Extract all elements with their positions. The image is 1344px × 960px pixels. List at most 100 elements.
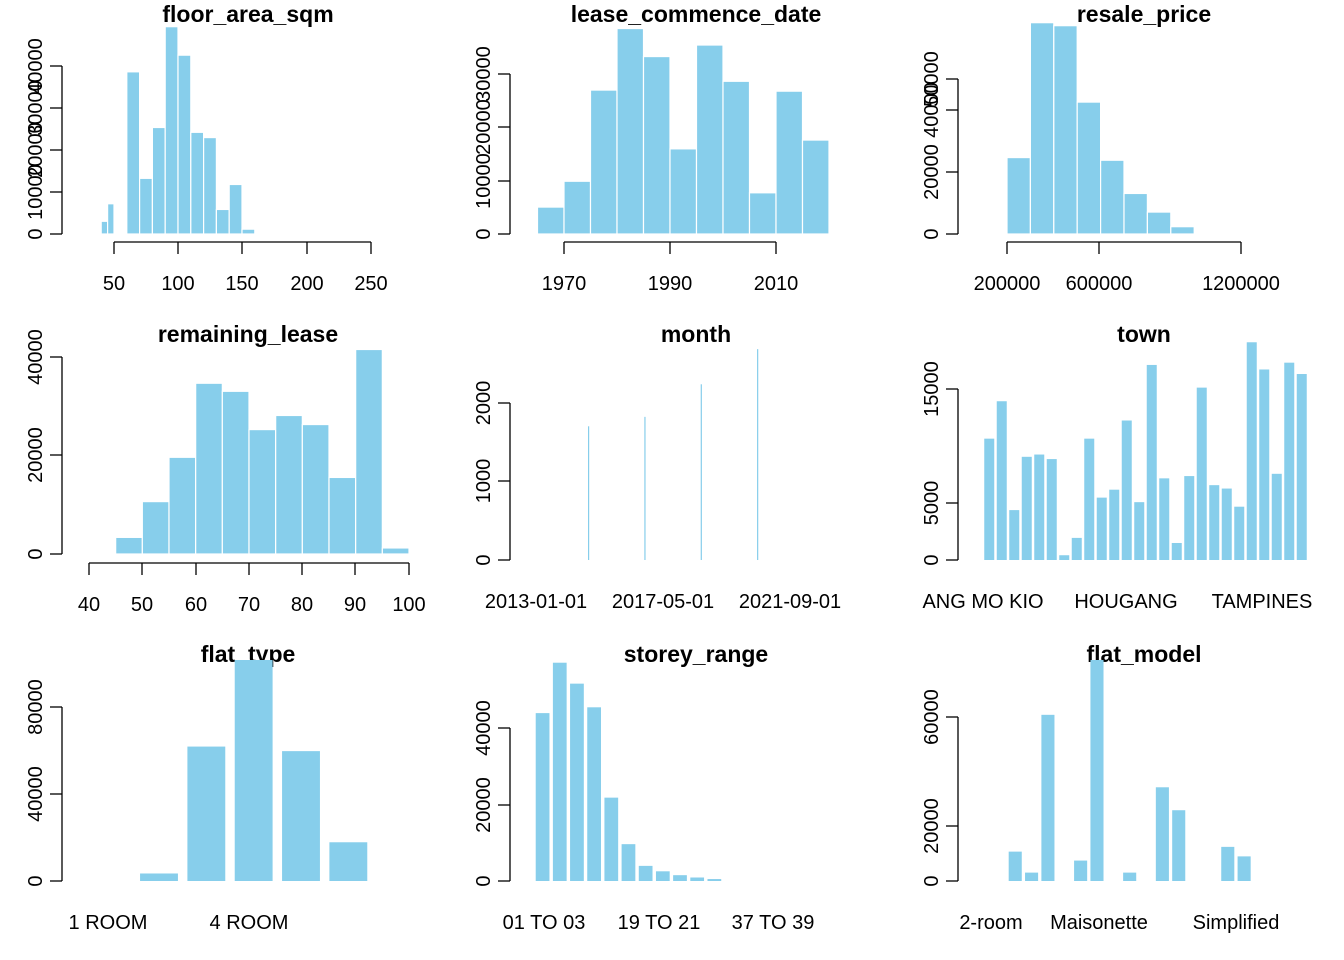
x-tick-label: 600000 (1066, 273, 1133, 295)
histogram-bar (248, 428, 277, 555)
x-tick-label: 60 (185, 594, 207, 616)
x-tick-label: 90 (344, 594, 366, 616)
histogram-bar (139, 177, 154, 235)
histogram-bar (126, 71, 141, 235)
category-bar (1096, 497, 1107, 560)
histogram-bar (328, 476, 357, 555)
x-tick-label: 2-room (959, 912, 1022, 934)
category-bar (690, 877, 705, 881)
category-bar (1034, 454, 1045, 560)
category-bar (1134, 502, 1145, 560)
y-tick-label: 20000 (921, 798, 943, 854)
category-bar (1071, 537, 1082, 560)
category-bar (329, 842, 368, 881)
y-tick-label: 30000 (25, 80, 47, 136)
x-tick-label: 1 ROOM (69, 912, 148, 934)
histogram-bar (301, 423, 330, 555)
histogram-bar (381, 547, 410, 555)
histogram-bar (215, 208, 230, 235)
histogram-bar (722, 80, 751, 235)
histogram-bar (100, 220, 109, 235)
y-tick-label: 80000 (25, 679, 47, 735)
category-bar (1090, 660, 1104, 881)
histogram-bar (141, 501, 170, 555)
histogram-bar (695, 44, 724, 235)
x-tick-label: 2013-01-01 (485, 591, 587, 613)
category-bar (1271, 473, 1282, 560)
category-bar (673, 875, 687, 881)
y-tick-label: 20000 (25, 427, 47, 483)
histogram-bar (168, 456, 197, 555)
category-bar (1234, 506, 1245, 560)
x-tick-label: 50 (131, 594, 153, 616)
x-tick-label: 80 (291, 594, 313, 616)
month-bar (700, 384, 702, 560)
histogram-bar (203, 136, 218, 235)
x-tick-label: 40 (78, 594, 100, 616)
histogram-bar (1170, 226, 1195, 235)
category-bar (1246, 342, 1257, 560)
histogram-bar (106, 203, 115, 235)
category-bar (1237, 856, 1251, 881)
x-tick-label: TAMPINES (1212, 591, 1313, 613)
y-tick-label: 0 (25, 875, 47, 886)
category-bar (234, 660, 273, 881)
x-tick-label: 1970 (542, 273, 587, 295)
category-bar (1221, 488, 1232, 560)
category-bar (1121, 420, 1132, 560)
y-tick-label: 20000 (921, 144, 943, 200)
month-bar (757, 349, 759, 560)
category-bar (638, 865, 653, 881)
category-bar (707, 879, 722, 881)
histogram-bar (177, 54, 192, 235)
x-tick-label: 50 (103, 273, 125, 295)
y-tick-label: 5000 (921, 481, 943, 526)
x-tick-label: 70 (238, 594, 260, 616)
histogram-bar (228, 183, 243, 235)
category-bar (1221, 846, 1235, 881)
histogram-bar (1123, 192, 1148, 235)
category-bar (1046, 459, 1057, 560)
y-tick-label: 50000 (921, 51, 943, 107)
y-tick-label: 0 (473, 554, 495, 565)
y-tick-label: 15000 (921, 361, 943, 417)
histogram-bar (355, 348, 383, 555)
category-bar (1074, 860, 1088, 881)
chart-title: resale_price (1077, 1, 1211, 27)
y-tick-label: 20000 (473, 99, 495, 155)
histogram-bar (1053, 25, 1078, 235)
x-tick-label: Maisonette (1050, 912, 1148, 934)
histogram-bar (241, 228, 256, 235)
chart-panel: flat_model 0 20000 60000 2-room Maisonette Sim… (921, 641, 1279, 934)
category-bar (984, 438, 995, 560)
category-bar (1059, 555, 1070, 560)
chart-title: floor_area_sqm (162, 1, 333, 27)
category-bar (1008, 851, 1022, 881)
y-tick-label: 20000 (473, 777, 495, 833)
x-tick-label: 100 (392, 594, 425, 616)
histogram-bar (115, 536, 143, 555)
category-bar (552, 662, 567, 881)
y-tick-label: 10000 (473, 153, 495, 209)
histogram-bar (221, 390, 250, 555)
category-bar (1209, 485, 1220, 560)
category-bar (1041, 714, 1055, 881)
category-bar (1146, 364, 1157, 560)
x-tick-label: 4 ROOM (210, 912, 289, 934)
x-tick-label: 37 TO 39 (732, 912, 815, 934)
histogram-bar (775, 90, 804, 235)
y-tick-label: 40000 (25, 38, 47, 94)
y-tick-label: 60000 (921, 689, 943, 745)
category-bar (1123, 872, 1137, 881)
y-tick-label: 30000 (473, 46, 495, 102)
x-tick-label: 2017-05-01 (612, 591, 714, 613)
category-bar (1109, 489, 1120, 560)
category-bar (1184, 476, 1195, 560)
histogram-bar (275, 414, 303, 555)
category-bar (1084, 438, 1095, 560)
category-bar (604, 797, 619, 881)
